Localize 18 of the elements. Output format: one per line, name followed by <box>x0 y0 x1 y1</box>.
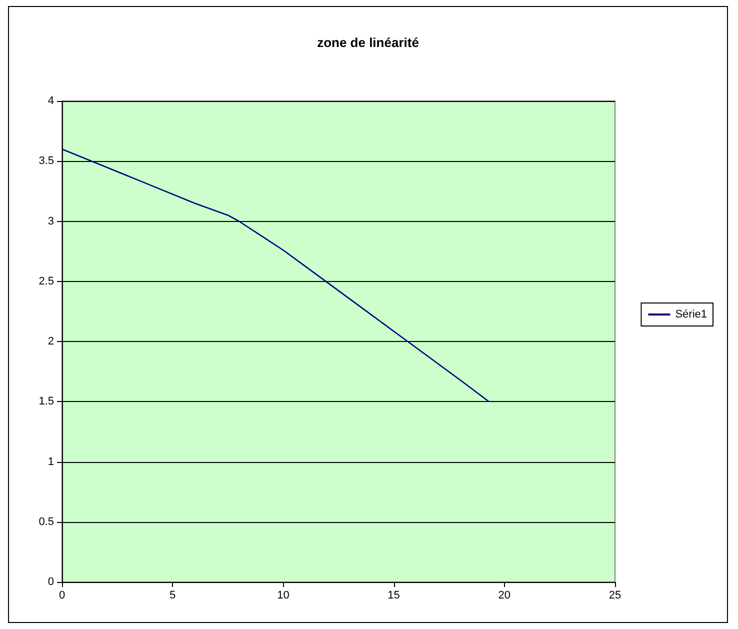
y-tick-label: 4 <box>48 95 54 107</box>
y-tick-label: 2.5 <box>38 275 54 288</box>
y-tick-label: 2 <box>48 336 54 348</box>
y-tick-label: 1 <box>48 456 54 468</box>
x-tick-label: 10 <box>277 590 290 602</box>
y-tick-label: 0 <box>48 576 54 588</box>
y-tick-label: 3.5 <box>38 155 54 168</box>
x-tick-label: 5 <box>170 590 176 602</box>
y-tick-label: 1.5 <box>38 396 54 408</box>
x-tick-label: 15 <box>388 590 400 602</box>
x-tick-label: 0 <box>58 590 66 602</box>
x-tick-label: 20 <box>498 590 511 602</box>
line-series <box>61 148 490 402</box>
x-tick-label: 25 <box>608 590 622 602</box>
y-tick-label: 3 <box>48 215 54 228</box>
chart-title: zone de linéarité <box>317 35 419 50</box>
legend-label: Série1 <box>675 308 707 320</box>
y-tick-label: 0.5 <box>38 516 54 528</box>
